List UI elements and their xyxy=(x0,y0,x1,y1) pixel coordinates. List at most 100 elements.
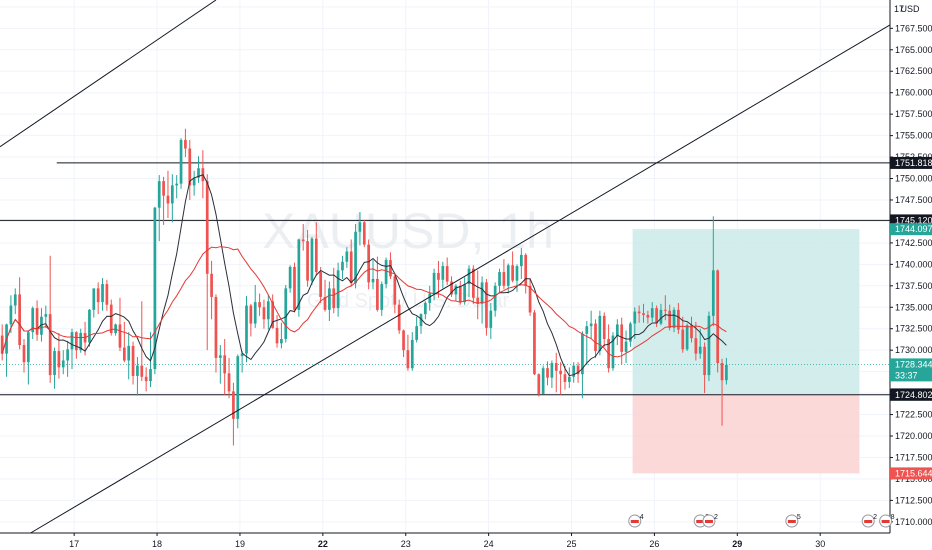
candle-body xyxy=(18,294,21,346)
candle-body xyxy=(541,368,545,394)
candle-body xyxy=(301,239,305,242)
y-tick-label: 1710.000 xyxy=(895,517,932,527)
candle-body xyxy=(550,363,554,378)
candle-body xyxy=(598,315,602,352)
y-tick-label: 1720.000 xyxy=(895,431,932,441)
trend-line[interactable] xyxy=(0,0,217,148)
x-tick-label: 23 xyxy=(401,539,411,549)
ma-fast-line xyxy=(1,174,727,377)
y-tick-label: 1742.500 xyxy=(895,238,932,248)
candle-body xyxy=(681,329,685,350)
candle-body xyxy=(245,305,248,354)
event-stripe xyxy=(787,520,796,523)
candle-body xyxy=(13,294,17,306)
label-stop: 1715.644 xyxy=(895,468,932,478)
event-count: 4 xyxy=(640,514,644,521)
candle-body xyxy=(380,284,384,310)
candle-body xyxy=(349,251,353,284)
candle-body xyxy=(493,285,497,311)
candle-body xyxy=(297,239,301,310)
candle-body xyxy=(694,338,698,354)
candle-body xyxy=(502,272,506,286)
candle-body xyxy=(192,177,196,186)
watermark-subtitle: Gold Spot / U.S. Dollar xyxy=(307,290,510,312)
candle-body xyxy=(419,314,423,327)
candle-body xyxy=(223,355,227,374)
candle-body xyxy=(262,307,266,320)
candle-body xyxy=(79,333,83,351)
price-axis[interactable]: 1710.0001712.5001715.0001717.5001720.000… xyxy=(889,0,932,533)
candle-body xyxy=(197,168,200,178)
label-target: 1744.097 xyxy=(895,224,932,234)
candle-body xyxy=(74,332,78,351)
candle-body xyxy=(258,302,261,308)
x-tick-label: 18 xyxy=(152,539,162,549)
candle-body xyxy=(537,374,541,394)
candle-body xyxy=(506,265,510,286)
moving-averages xyxy=(1,174,727,377)
trend-line[interactable] xyxy=(30,24,891,534)
candle-body xyxy=(410,339,414,369)
candle-body xyxy=(306,241,309,281)
candle-body xyxy=(323,296,327,310)
y-tick-label: 1735.000 xyxy=(895,302,932,312)
event-count: 2 xyxy=(714,514,718,521)
event-stripe xyxy=(696,520,705,523)
candle-body xyxy=(92,288,96,310)
time-axis[interactable]: 17 18 19 22 23 24 25 26 29 30 xyxy=(0,532,932,550)
candle-body xyxy=(179,139,183,184)
stop-zone[interactable] xyxy=(632,394,860,474)
candle-body xyxy=(227,373,231,392)
candle-body xyxy=(88,309,91,343)
candle-body xyxy=(284,288,288,340)
candle-body xyxy=(288,266,292,289)
candle-body xyxy=(136,365,139,376)
candle-body xyxy=(703,346,706,376)
candle-body xyxy=(594,323,597,352)
candle-body xyxy=(175,183,179,186)
candle-body xyxy=(105,284,109,305)
candle-body xyxy=(672,309,676,328)
candle-body xyxy=(519,254,523,267)
x-tick-label: 30 xyxy=(815,539,825,549)
long-position-tool[interactable] xyxy=(632,229,860,474)
y-tick-label: 1722.500 xyxy=(895,410,932,420)
currency-label[interactable]: USD xyxy=(900,4,920,14)
candle-body xyxy=(690,325,693,339)
event-markers[interactable]: 432528 xyxy=(628,514,895,528)
label-hline-1: 1751.818 xyxy=(895,158,932,168)
event-stripe xyxy=(630,520,639,523)
candle-body xyxy=(140,365,144,377)
candle-body xyxy=(642,313,645,315)
candle-body xyxy=(559,370,562,375)
trend-lines[interactable] xyxy=(0,0,891,534)
candle-body xyxy=(445,266,449,282)
label-stop-bg xyxy=(890,467,932,480)
horizontal-lines[interactable] xyxy=(0,162,890,396)
candle-body xyxy=(61,360,65,368)
top-tick-partial: 17 xyxy=(894,4,904,14)
y-tick-label: 1712.500 xyxy=(895,495,932,505)
target-zone[interactable] xyxy=(632,229,860,395)
label-hline-3: 1724.802 xyxy=(895,390,932,400)
event-stripe xyxy=(704,520,713,523)
candle-body xyxy=(528,285,532,313)
candle-body xyxy=(406,350,410,369)
candle-body xyxy=(118,324,122,348)
y-tick-label: 1765.000 xyxy=(895,45,932,55)
y-tick-label: 1740.000 xyxy=(895,259,932,269)
candle-body xyxy=(9,305,13,325)
candle-body xyxy=(214,296,218,358)
candle-body xyxy=(677,309,680,330)
candle-body xyxy=(310,238,314,281)
candle-body xyxy=(585,326,589,334)
candle-body xyxy=(253,302,257,324)
candle-body xyxy=(131,345,135,376)
candle-body xyxy=(620,324,624,352)
candle-body xyxy=(280,339,283,344)
candle-body xyxy=(415,326,418,340)
candle-body xyxy=(602,315,606,340)
event-count: 8 xyxy=(891,514,895,521)
label-current-price-countdown: 33:37 xyxy=(895,370,918,380)
